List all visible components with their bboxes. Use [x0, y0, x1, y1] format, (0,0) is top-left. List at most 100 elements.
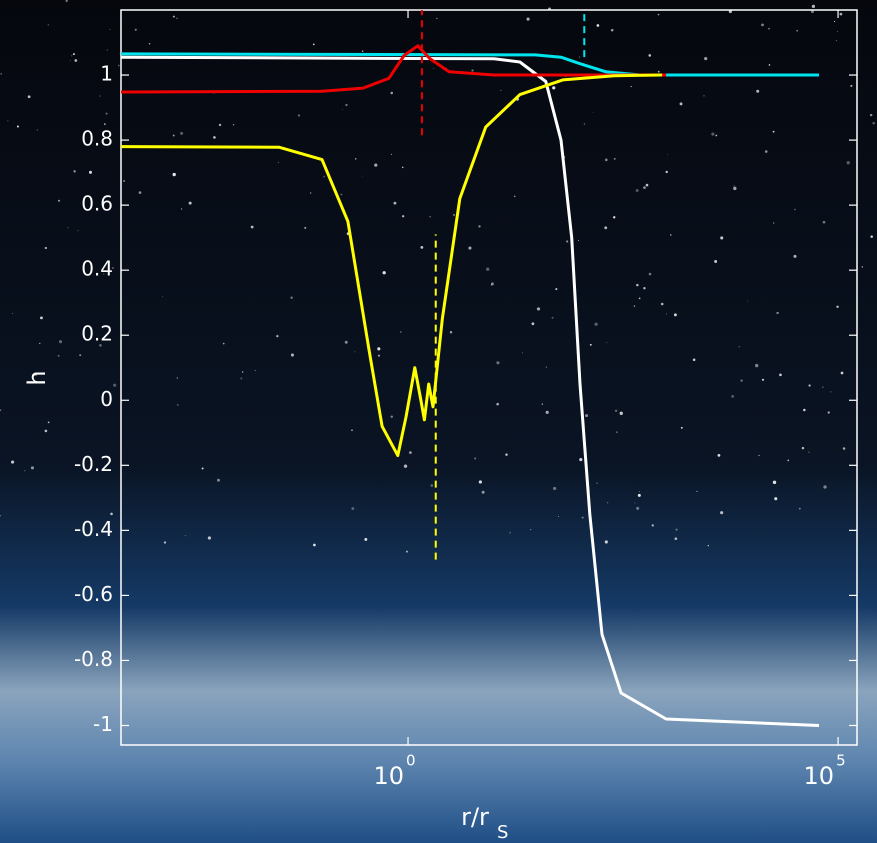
- star: [377, 354, 381, 357]
- star: [604, 540, 608, 544]
- star: [496, 402, 499, 406]
- y-tick-label: -0.4: [74, 517, 113, 541]
- star: [172, 15, 175, 18]
- star: [111, 266, 114, 270]
- star: [176, 377, 179, 379]
- y-tick-label: 1: [100, 62, 113, 86]
- star: [667, 153, 668, 155]
- star: [58, 340, 63, 344]
- star: [86, 469, 89, 472]
- star: [184, 535, 186, 537]
- star: [798, 507, 801, 510]
- star: [177, 404, 179, 406]
- series-line: [120, 55, 820, 727]
- star: [607, 502, 609, 504]
- plot-frame: [120, 9, 858, 746]
- star: [33, 372, 38, 376]
- star: [393, 201, 397, 205]
- star: [596, 482, 598, 484]
- star: [811, 4, 816, 9]
- star: [536, 307, 541, 311]
- star: [738, 346, 740, 348]
- x-axis-label-subscript: S: [497, 822, 508, 843]
- star: [65, 0, 68, 3]
- star: [403, 464, 408, 468]
- star: [500, 89, 502, 92]
- star: [579, 457, 583, 462]
- star: [505, 453, 508, 456]
- star: [577, 239, 579, 241]
- star: [566, 240, 569, 243]
- star: [634, 502, 636, 504]
- star: [823, 485, 827, 489]
- star: [163, 541, 167, 544]
- star: [172, 172, 176, 177]
- star: [496, 361, 500, 365]
- star: [513, 195, 516, 198]
- star: [870, 235, 873, 238]
- star: [351, 429, 353, 432]
- star: [861, 266, 864, 268]
- star: [674, 537, 678, 541]
- star: [57, 199, 60, 202]
- star: [638, 297, 641, 300]
- star: [364, 537, 368, 541]
- star: [657, 13, 660, 16]
- star: [596, 24, 600, 27]
- star: [218, 123, 222, 127]
- star: [430, 484, 434, 487]
- star: [377, 347, 381, 351]
- star: [872, 121, 875, 125]
- star: [16, 125, 19, 128]
- star: [361, 50, 364, 52]
- star: [707, 545, 709, 547]
- star: [113, 383, 117, 387]
- star: [323, 175, 326, 178]
- star: [808, 451, 810, 453]
- star: [756, 89, 760, 93]
- star: [777, 312, 779, 314]
- star: [613, 157, 616, 160]
- star: [148, 42, 151, 45]
- x-tick-exponent: 5: [836, 752, 846, 770]
- star: [846, 161, 850, 165]
- star: [390, 153, 393, 155]
- star: [240, 377, 243, 380]
- star: [77, 230, 79, 232]
- star: [645, 183, 649, 187]
- star: [180, 131, 184, 135]
- star: [297, 114, 301, 117]
- star: [341, 109, 343, 110]
- star: [117, 64, 120, 67]
- star: [47, 24, 49, 26]
- y-tick-label: 0.2: [81, 322, 113, 346]
- star: [764, 150, 768, 153]
- star: [409, 451, 412, 454]
- star: [714, 260, 718, 263]
- star: [39, 342, 41, 345]
- star: [589, 343, 592, 346]
- star: [836, 305, 839, 308]
- star: [637, 493, 641, 497]
- star: [639, 491, 641, 493]
- star: [840, 371, 844, 375]
- star: [529, 528, 532, 531]
- star: [808, 384, 811, 387]
- star: [0, 72, 3, 75]
- star: [176, 17, 178, 19]
- x-tick-exponent: 0: [406, 752, 416, 770]
- star: [692, 358, 696, 362]
- star: [822, 386, 824, 388]
- star: [47, 421, 50, 424]
- x-axis-label: r/r: [461, 803, 489, 831]
- star: [0, 409, 2, 412]
- star: [374, 163, 378, 167]
- star: [614, 409, 618, 413]
- star: [733, 186, 737, 191]
- star: [390, 91, 393, 95]
- star: [304, 226, 307, 229]
- star: [79, 354, 82, 357]
- star: [633, 305, 636, 307]
- y-tick-label: -0.2: [74, 452, 113, 476]
